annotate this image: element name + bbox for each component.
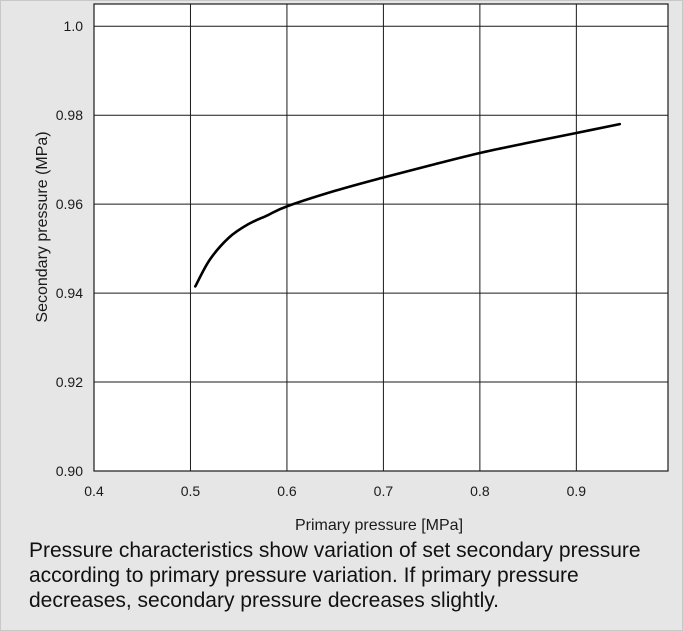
y-tick-label: 1.0 — [64, 18, 84, 34]
tick-labels: 0.4 0.5 0.6 0.7 0.8 0.9 0.90 0.92 0.94 0.96 0.98 1.… — [56, 18, 587, 499]
x-tick-label: 0.5 — [181, 483, 201, 499]
x-tick-label: 0.9 — [567, 483, 587, 499]
y-tick-label: 0.92 — [56, 374, 83, 390]
grid-lines — [94, 4, 668, 471]
x-axis-label: Primary pressure [MPa] — [295, 517, 463, 534]
x-tick-label: 0.4 — [84, 483, 104, 499]
x-tick-label: 0.8 — [470, 483, 490, 499]
series-line — [193, 122, 622, 288]
y-axis-label: Secondary pressure (MPa) — [34, 131, 51, 322]
chart-caption: Pressure characteristics show variation … — [29, 539, 641, 612]
y-tick-label: 0.96 — [56, 196, 83, 212]
y-tick-label: 0.98 — [56, 107, 83, 123]
y-tick-label: 0.90 — [56, 463, 83, 479]
y-tick-label: 0.94 — [56, 285, 83, 301]
plot-area — [93, 3, 669, 472]
x-tick-label: 0.6 — [277, 483, 297, 499]
x-tick-label: 0.7 — [374, 483, 394, 499]
